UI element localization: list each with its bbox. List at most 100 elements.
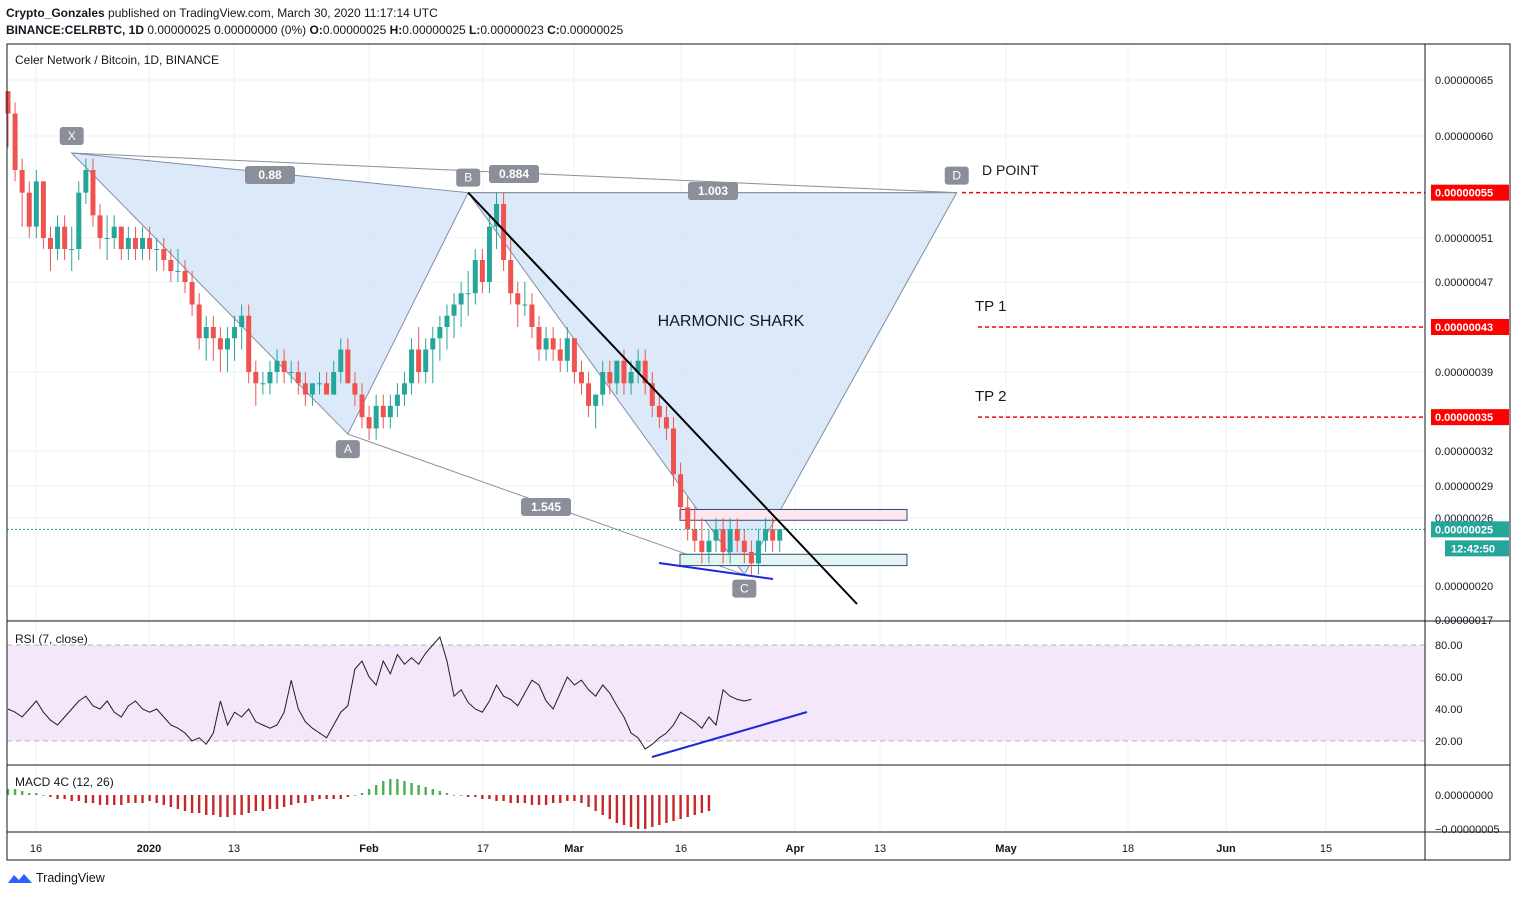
candle-body bbox=[26, 192, 32, 227]
macd-bar bbox=[56, 795, 59, 799]
macd-bar bbox=[396, 779, 399, 795]
candle-body bbox=[678, 474, 684, 508]
tradingview-brand: TradingView bbox=[36, 871, 105, 885]
candle-body bbox=[47, 238, 53, 249]
macd-bar bbox=[594, 795, 597, 811]
ohlc-high: H:0.00000025 bbox=[389, 23, 466, 37]
candle-body bbox=[203, 327, 209, 339]
candle-body bbox=[692, 529, 698, 541]
candle-body bbox=[409, 349, 415, 384]
macd-bar bbox=[474, 795, 477, 797]
author-name[interactable]: Crypto_Gonzales bbox=[6, 6, 105, 20]
macd-bar bbox=[445, 793, 449, 795]
candle-body bbox=[317, 383, 323, 385]
target-tag-bg-1 bbox=[1431, 319, 1509, 335]
macd-bar bbox=[672, 795, 675, 821]
ratio-bd: 1.003 bbox=[698, 184, 728, 198]
candle-body bbox=[253, 372, 259, 384]
ratio-ac-bg bbox=[489, 165, 539, 183]
macd-bar bbox=[205, 795, 208, 815]
candle-body bbox=[479, 260, 485, 282]
candle-body bbox=[132, 238, 138, 249]
macd-bar bbox=[197, 795, 201, 813]
candle-body bbox=[5, 91, 11, 114]
chart-title: Celer Network / Bitcoin, 1D, BINANCE bbox=[15, 53, 219, 67]
point-c-label-bg bbox=[732, 579, 757, 598]
ratio-xc-bg bbox=[521, 498, 571, 516]
macd-bar bbox=[573, 795, 576, 801]
macd-bar bbox=[665, 795, 668, 823]
candle-body bbox=[76, 192, 82, 249]
macd-bar bbox=[644, 795, 647, 829]
target-tag-0: 0.00000055 bbox=[1435, 188, 1493, 200]
macd-tick-0: 0.00000000 bbox=[1435, 790, 1493, 802]
point-b-label: B bbox=[464, 171, 472, 185]
macd-bar bbox=[127, 795, 130, 803]
price-tick-9: 0.00000017 bbox=[1435, 615, 1493, 627]
time-label-12: 15 bbox=[1320, 843, 1332, 855]
macd-bar bbox=[417, 785, 420, 795]
candle-body bbox=[338, 349, 344, 372]
rsi-tick-1: 60.00 bbox=[1435, 672, 1463, 684]
point-b-label-bg bbox=[456, 168, 481, 187]
time-label-2: 13 bbox=[228, 843, 240, 855]
candle-body bbox=[649, 383, 655, 406]
macd-bar bbox=[35, 793, 38, 795]
target-tag-bg-0 bbox=[1431, 184, 1509, 201]
zone-resistance bbox=[679, 508, 908, 521]
macd-bar bbox=[367, 789, 371, 795]
candle-body bbox=[586, 383, 592, 406]
candle-body bbox=[189, 282, 195, 305]
ratio-xb-bg bbox=[245, 166, 295, 184]
macd-bar bbox=[219, 795, 222, 817]
macd-bar bbox=[155, 795, 158, 803]
macd-bar bbox=[49, 795, 52, 797]
macd-bar bbox=[169, 795, 173, 807]
macd-bar bbox=[360, 793, 364, 795]
candle-body bbox=[465, 293, 471, 295]
candle-body bbox=[600, 372, 606, 395]
macd-bar bbox=[105, 795, 109, 805]
ohlc-low: L:0.00000023 bbox=[469, 23, 544, 37]
frame-outer bbox=[6, 43, 1511, 861]
macd-bar bbox=[346, 795, 350, 797]
macd-bar bbox=[113, 795, 116, 805]
candle-body bbox=[217, 338, 223, 350]
macd-bar bbox=[403, 781, 406, 795]
macd-bar bbox=[233, 795, 236, 815]
macd-bar bbox=[580, 795, 583, 803]
time-label-9: May bbox=[995, 843, 1017, 855]
macd-bar bbox=[20, 791, 24, 795]
candle-body bbox=[331, 372, 337, 395]
time-label-6: 16 bbox=[675, 843, 687, 855]
macd-bar bbox=[275, 795, 279, 809]
macd-bar bbox=[134, 795, 137, 803]
candle-body bbox=[387, 405, 393, 418]
macd-bar bbox=[459, 795, 463, 796]
macd-bar bbox=[424, 787, 427, 795]
frame bbox=[6, 43, 1511, 861]
macd-bar bbox=[190, 795, 194, 813]
candle-body bbox=[62, 226, 68, 249]
candle-body bbox=[324, 383, 330, 395]
point-a-label: A bbox=[344, 442, 352, 456]
time-label-1: 2020 bbox=[137, 843, 161, 855]
rsi-band bbox=[7, 644, 1425, 742]
candle-body bbox=[593, 394, 599, 406]
candle-body bbox=[763, 529, 769, 541]
macd-bar bbox=[658, 795, 661, 825]
point-a-label-bg bbox=[335, 440, 360, 459]
tradingview-footer[interactable]: TradingView bbox=[8, 871, 105, 885]
candle-body bbox=[394, 394, 400, 406]
macd-bar bbox=[707, 795, 711, 811]
candle-body bbox=[501, 204, 507, 260]
macd-bar bbox=[629, 795, 633, 827]
time-label-5: Mar bbox=[564, 843, 584, 855]
candle-body bbox=[508, 260, 514, 294]
macd-bar bbox=[622, 795, 626, 825]
current-price-tag: 0.00000025 bbox=[1435, 524, 1493, 536]
macd-bar bbox=[91, 795, 95, 803]
candle-body bbox=[288, 372, 294, 373]
ohlc-open: O:0.00000025 bbox=[309, 23, 387, 37]
